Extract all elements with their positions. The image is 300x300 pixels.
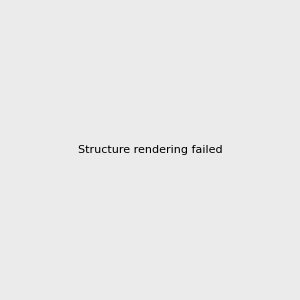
Text: Structure rendering failed: Structure rendering failed — [78, 145, 222, 155]
